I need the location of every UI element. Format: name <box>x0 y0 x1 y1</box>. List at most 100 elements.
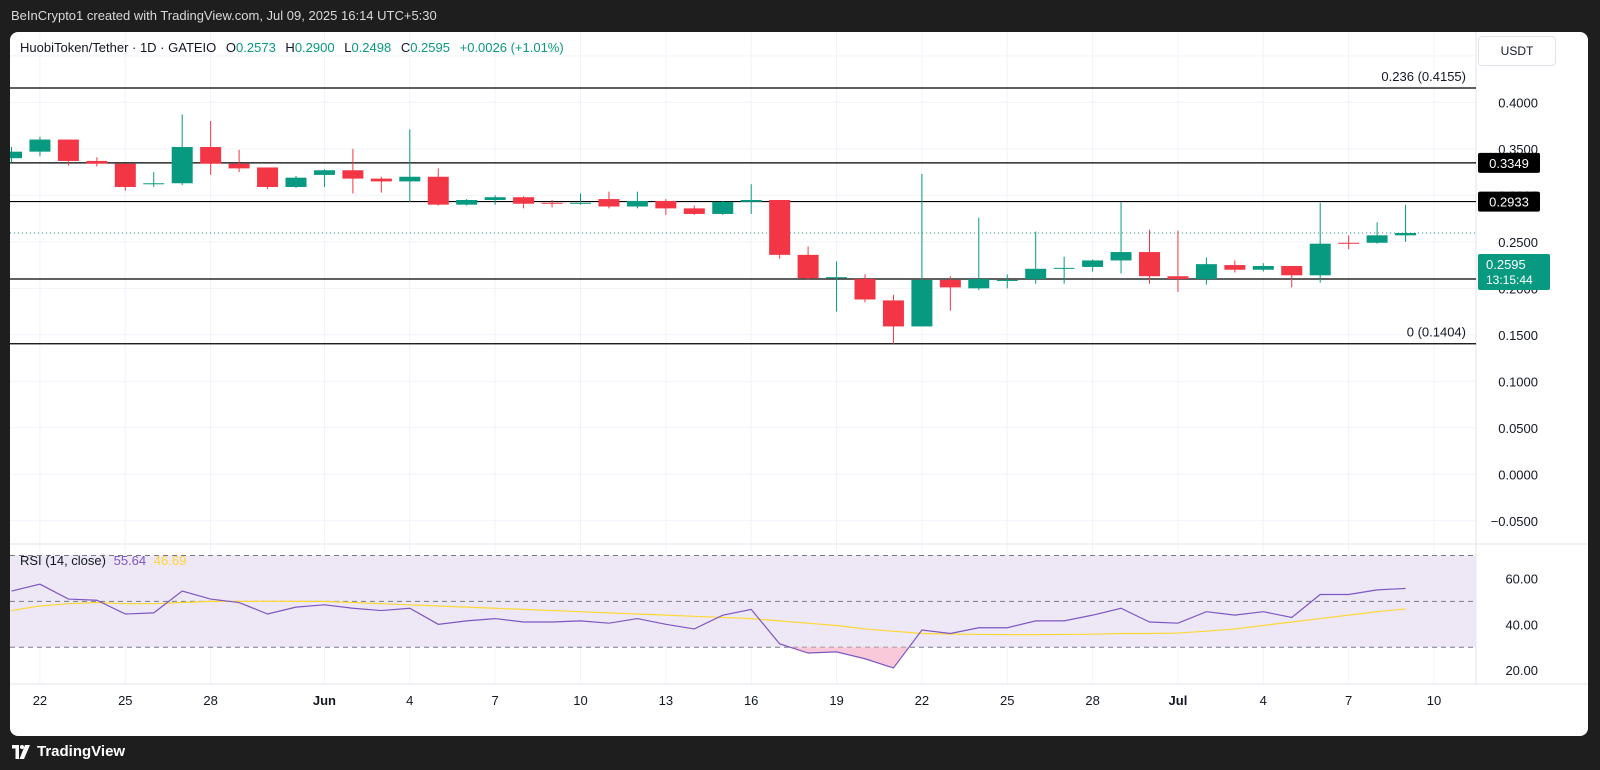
high-label: H <box>285 40 295 55</box>
time-tick-label: 10 <box>1427 693 1441 708</box>
last-price-value: 0.2595 <box>1486 257 1526 272</box>
candle-body <box>370 178 392 182</box>
candle-body <box>882 300 904 327</box>
time-tick-label: Jul <box>1169 693 1188 708</box>
candle-body <box>740 200 762 202</box>
footer: TradingView <box>0 736 1600 770</box>
level-label: 0.236 (0.4155) <box>1381 69 1466 84</box>
time-tick-label: 28 <box>1085 693 1099 708</box>
candle-body <box>513 197 535 204</box>
currency-button[interactable]: USDT <box>1478 36 1556 66</box>
candle-body <box>1395 233 1417 236</box>
time-tick-label: 25 <box>118 693 132 708</box>
candle-body <box>1281 266 1303 276</box>
rsi-ma-value: 46.69 <box>153 553 187 568</box>
candle-body <box>171 147 193 184</box>
candle-body <box>854 279 876 300</box>
change-value: +0.0026 (+1.01%) <box>459 40 564 55</box>
close-value: 0.2595 <box>410 40 450 55</box>
high-value: 0.2900 <box>294 40 335 55</box>
rsi-ma-line <box>11 600 1406 636</box>
price-tick-label: 0.1000 <box>1498 374 1538 389</box>
time-tick-label: 7 <box>492 693 499 708</box>
candle-body <box>313 170 335 175</box>
symbol-legend: HuobiToken/Tether · 1D · GATEIO O0.2573 … <box>20 40 564 55</box>
candle-body <box>826 277 848 279</box>
time-tick-label: 4 <box>1260 693 1267 708</box>
rsi-legend: RSI (14, close) 55.64 46.69 <box>20 553 186 568</box>
level-badge <box>1478 191 1540 212</box>
candle-body <box>598 199 620 207</box>
candle-body <box>968 279 990 289</box>
time-tick-label: 28 <box>203 693 217 708</box>
candle-body <box>29 139 51 152</box>
candle-body <box>285 177 307 187</box>
candle-body <box>797 254 819 279</box>
open-label: O <box>225 40 237 55</box>
rsi-tick-label: 20.00 <box>1505 663 1538 678</box>
countdown-value: 13:15:44 <box>1486 273 1533 287</box>
price-tick-label: 0.2500 <box>1498 235 1538 250</box>
candle-body <box>484 197 506 201</box>
time-tick-label: 25 <box>1000 693 1014 708</box>
low-value: 0.2498 <box>351 40 392 55</box>
candle-body <box>10 151 22 159</box>
candle-body <box>1309 243 1331 276</box>
level-badge-label: 0.3349 <box>1489 156 1529 171</box>
candle-body <box>769 200 791 255</box>
price-tick-label: 0.4000 <box>1498 95 1538 110</box>
candle-body <box>342 170 364 179</box>
tradingview-logo-icon <box>12 745 30 759</box>
attribution-bar: BeInCrypto1 created with TradingView.com… <box>0 0 1600 32</box>
rsi-tick-label: 40.00 <box>1505 617 1538 632</box>
time-tick-label: 13 <box>659 693 673 708</box>
candle-body <box>1139 252 1160 277</box>
candle-body <box>257 167 279 187</box>
currency-label: USDT <box>1500 44 1534 58</box>
open-value: 0.2573 <box>236 40 276 55</box>
candle-body <box>1252 266 1274 270</box>
candle-body <box>399 176 421 182</box>
rsi-oversold-fill <box>790 647 909 668</box>
candle-body <box>86 160 108 164</box>
rsi-tick-label: 60.00 <box>1505 571 1538 586</box>
level-label: 0 (0.1404) <box>1407 325 1466 340</box>
time-tick-label: Jun <box>313 693 336 708</box>
tradingview-brand: TradingView <box>37 743 126 760</box>
chart-panel[interactable]: 0.236 (0.4155)0 (0.1404)0.45000.40000.35… <box>10 32 1588 736</box>
candle-body <box>200 147 222 164</box>
candle-body <box>427 176 449 205</box>
candle-body <box>1025 268 1047 280</box>
close-label: C <box>400 40 411 55</box>
candle-body <box>1366 235 1388 243</box>
candle-body <box>143 183 165 185</box>
candle-body <box>1167 276 1189 280</box>
candle-body <box>228 163 250 169</box>
rsi-line <box>11 583 1406 669</box>
level-badge <box>1478 152 1540 173</box>
attribution-text: BeInCrypto1 created with TradingView.com… <box>11 8 437 23</box>
rsi-value: 55.64 <box>113 553 147 568</box>
low-label: L <box>344 40 352 55</box>
time-tick-label: 19 <box>829 693 843 708</box>
candle-body <box>541 202 563 204</box>
candle-body <box>1195 264 1217 280</box>
symbol-title: HuobiToken/Tether · 1D · GATEIO <box>20 40 217 55</box>
candle-body <box>939 279 961 288</box>
candle-body <box>1082 260 1104 267</box>
time-tick-label: 7 <box>1345 693 1352 708</box>
last-price-badge: 0.2595 13:15:44 <box>1478 254 1550 290</box>
time-tick-label: 16 <box>744 693 758 708</box>
candle-body <box>57 139 79 161</box>
price-tick-label: 0.0000 <box>1498 467 1538 482</box>
chart-canvas[interactable]: 0.236 (0.4155)0 (0.1404)0.45000.40000.35… <box>10 32 1588 736</box>
price-tick-label: 0.0500 <box>1498 421 1538 436</box>
candle-body <box>626 200 648 207</box>
time-tick-label: 10 <box>573 693 587 708</box>
candle-body <box>655 200 677 209</box>
time-tick-label: 22 <box>33 693 47 708</box>
candle-body <box>1224 265 1246 270</box>
candle-body <box>1053 267 1075 269</box>
candle-body <box>1338 242 1360 244</box>
level-badge-label: 0.2933 <box>1489 195 1529 210</box>
